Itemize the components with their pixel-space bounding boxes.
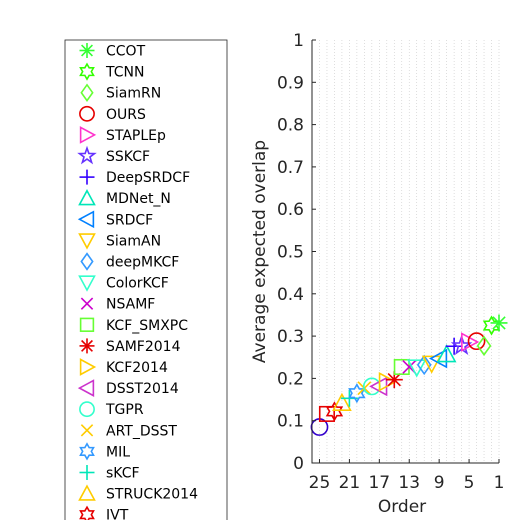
- x-tick-label: 21: [339, 473, 361, 493]
- legend-label-art-dsst: ART_DSST: [106, 423, 177, 439]
- legend-label-sskcf: SSKCF: [106, 149, 150, 165]
- legend-label-ours: OURS: [106, 107, 146, 123]
- legend-label-siamrn: SiamRN: [106, 86, 161, 102]
- x-tick-label: 13: [398, 473, 420, 493]
- legend-label-ivt: IVT: [106, 508, 129, 520]
- legend-label-siaman: SiamAN: [106, 233, 161, 249]
- y-tick-label: 0: [293, 454, 304, 474]
- legend-label-ccot: CCOT: [106, 44, 146, 60]
- y-tick-label: 0.4: [277, 285, 304, 305]
- marker-ccot: [491, 314, 508, 331]
- legend-label-deepsrdcf: DeepSRDCF: [106, 170, 190, 186]
- y-tick-label: 0.8: [277, 116, 304, 136]
- x-tick-label: 25: [309, 473, 331, 493]
- legend-label-mil: MIL: [106, 444, 130, 460]
- y-axis-label: Average expected overlap: [250, 140, 270, 363]
- legend-label-staplep: STAPLEp: [106, 128, 166, 144]
- y-tick-label: 0.7: [277, 158, 304, 178]
- y-tick-label: 0.2: [277, 369, 304, 389]
- y-tick-label: 0.3: [277, 327, 304, 347]
- x-tick-label: 5: [464, 473, 475, 493]
- legend-label-kcf-smxpc: KCF_SMXPC: [106, 318, 188, 334]
- legend-label-skcf: sKCF: [106, 466, 140, 482]
- x-axis-label: Order: [378, 497, 426, 517]
- y-tick-label: 0.1: [277, 412, 304, 432]
- y-tick-label: 0.6: [277, 200, 304, 220]
- legend-label-dsst2014: DSST2014: [106, 381, 179, 397]
- legend-label-colorkcf: ColorKCF: [106, 276, 169, 292]
- legend-label-nsamf: NSAMF: [106, 297, 155, 313]
- legend-label-deepmkcf: deepMKCF: [106, 255, 179, 271]
- y-tick-label: 0.9: [277, 73, 304, 93]
- x-tick-label: 17: [368, 473, 390, 493]
- legend-marker-samf2014: [80, 338, 95, 353]
- legend-label-samf2014: SAMF2014: [106, 339, 181, 355]
- x-tick-label: 1: [494, 473, 505, 493]
- legend-label-tgpr: TGPR: [105, 402, 144, 418]
- y-tick-label: 0.5: [277, 243, 304, 263]
- y-tick-label: 1: [293, 31, 304, 51]
- legend-label-tcnn: TCNN: [105, 65, 144, 81]
- legend-label-kcf2014: KCF2014: [106, 360, 168, 376]
- legend-label-struck2014: STRUCK2014: [106, 487, 198, 503]
- legend-label-mdnet-n: MDNet_N: [106, 191, 171, 207]
- legend-marker-ccot: [80, 43, 95, 58]
- x-tick-label: 9: [434, 473, 445, 493]
- legend-label-srdcf: SRDCF: [106, 212, 153, 228]
